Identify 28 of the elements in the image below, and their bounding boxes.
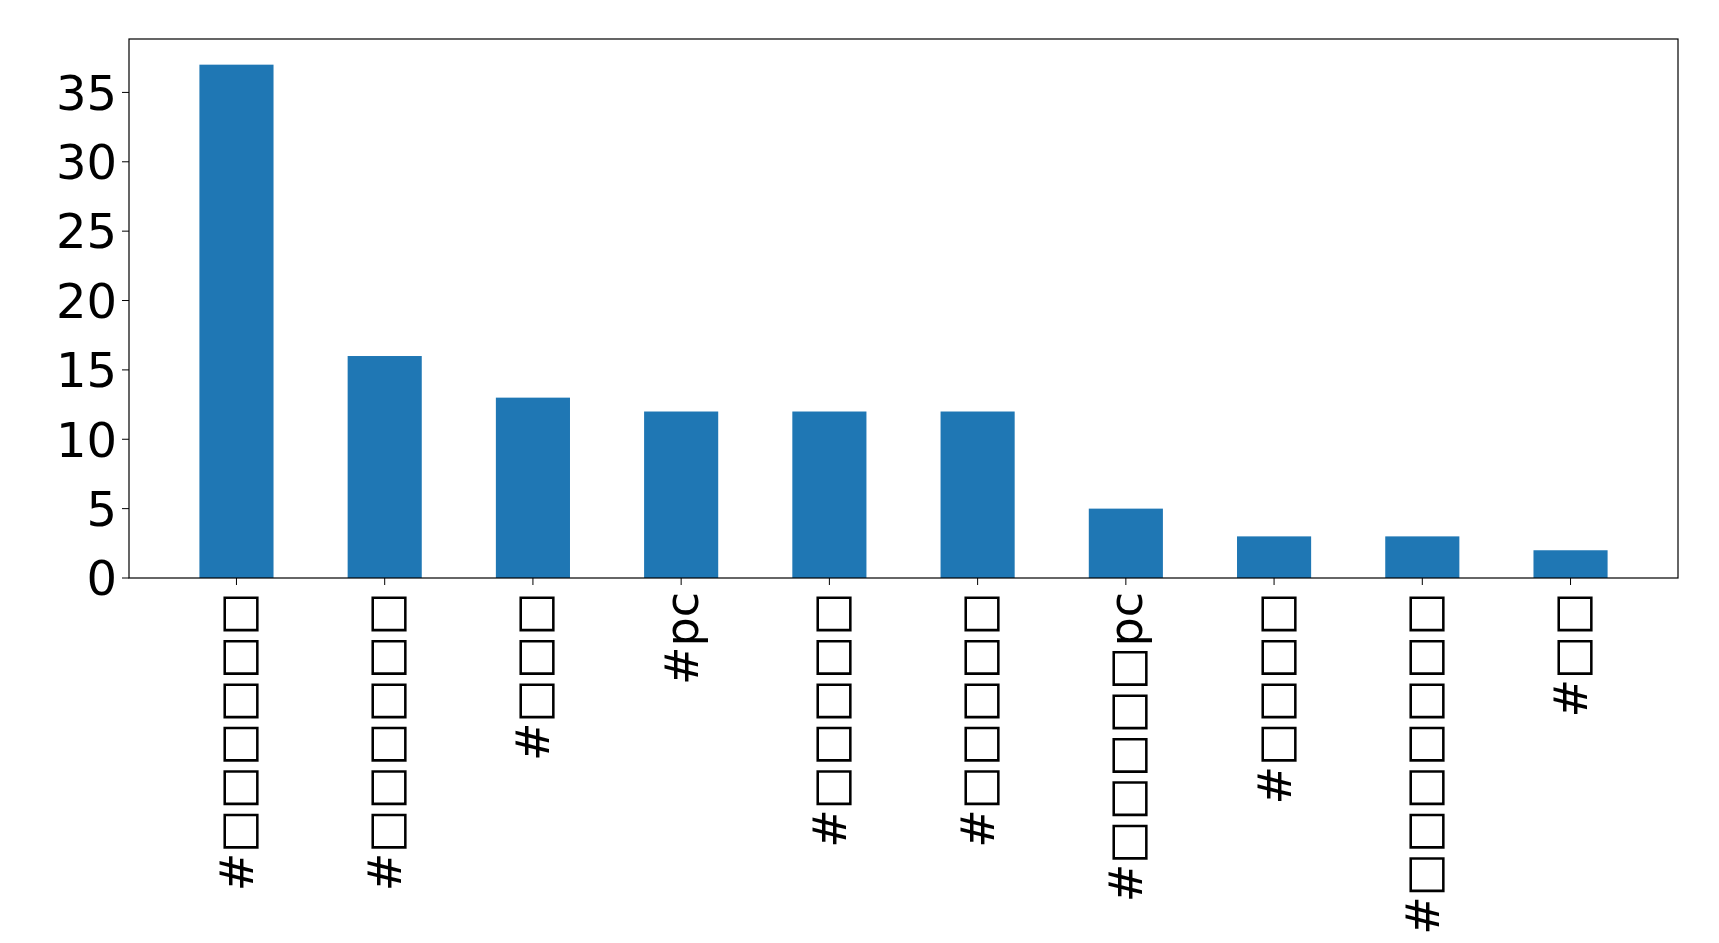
y-tick-label: 15: [55, 342, 117, 399]
x-tick-label: #pc: [654, 592, 709, 686]
x-tick-label: #□□□□□pc: [1099, 592, 1154, 903]
bar: [495, 397, 570, 578]
bar: [792, 411, 867, 578]
bar: [199, 64, 274, 578]
bar: [644, 411, 719, 578]
bar: [1533, 550, 1608, 578]
x-tick-label: #□□□□□: [802, 592, 857, 848]
x-tick-label: #□□: [1544, 592, 1599, 718]
x-tick-label: #□□□□□□: [358, 592, 413, 892]
x-tick-label: #□□□□□□: [210, 592, 265, 892]
y-tick-label: 25: [55, 203, 117, 260]
x-tick-label: #□□□□□□□: [1395, 592, 1450, 935]
y-tick-label: 10: [55, 411, 117, 468]
bar: [1237, 536, 1312, 578]
y-tick-label: 30: [55, 134, 117, 191]
x-tick-label: #□□□□: [1247, 592, 1302, 805]
bar: [1088, 508, 1163, 578]
bar: [347, 356, 422, 578]
y-tick-label: 5: [86, 480, 117, 537]
y-tick-label: 35: [55, 64, 117, 121]
x-tick-label: #□□□: [506, 592, 561, 761]
bar: [940, 411, 1015, 578]
bar: [1385, 536, 1460, 578]
y-tick-label: 0: [86, 550, 117, 607]
y-tick-label: 20: [55, 272, 117, 329]
x-tick-label: #□□□□□: [951, 592, 1006, 848]
